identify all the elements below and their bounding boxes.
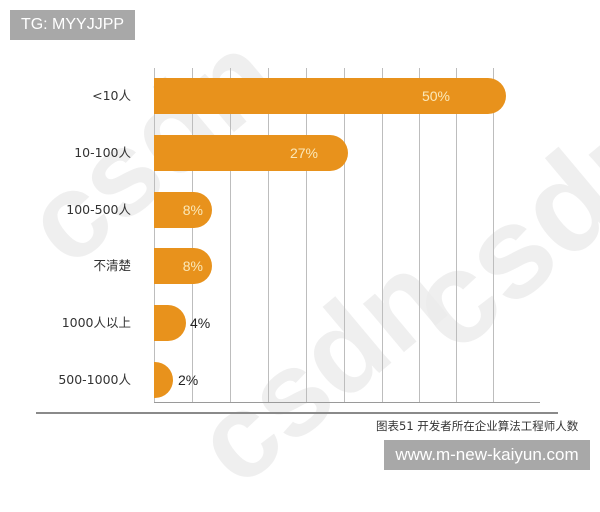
gridline bbox=[456, 68, 457, 402]
gridline bbox=[192, 68, 193, 402]
background-watermark: csdn bbox=[378, 71, 600, 379]
gridline bbox=[154, 68, 155, 402]
top-watermark-banner: TG: MYYJJPP bbox=[10, 10, 135, 40]
bottom-watermark-banner: www.m-new-kaiyun.com bbox=[384, 440, 590, 470]
bar bbox=[154, 192, 212, 228]
value-label: 8% bbox=[182, 202, 203, 218]
category-label: 1000人以上 bbox=[61, 315, 131, 330]
category-label: 100-500人 bbox=[66, 202, 131, 217]
value-label: 4% bbox=[190, 315, 211, 331]
gridline bbox=[230, 68, 231, 402]
category-label: <10人 bbox=[92, 88, 131, 103]
bar bbox=[154, 135, 348, 171]
value-label: 2% bbox=[178, 372, 199, 388]
gridline bbox=[306, 68, 307, 402]
category-label: 10-100人 bbox=[74, 145, 131, 160]
category-label: 不清楚 bbox=[93, 258, 131, 273]
gridline bbox=[493, 68, 494, 402]
x-axis-line bbox=[154, 402, 540, 403]
chart-caption: 图表51 开发者所在企业算法工程师人数 bbox=[376, 419, 579, 433]
bar bbox=[154, 78, 506, 114]
value-label: 50% bbox=[421, 88, 450, 104]
bar bbox=[154, 305, 186, 341]
gridline bbox=[344, 68, 345, 402]
gridline bbox=[419, 68, 420, 402]
caption-divider bbox=[36, 412, 558, 414]
value-label: 27% bbox=[289, 145, 318, 161]
gridline bbox=[382, 68, 383, 402]
gridline bbox=[268, 68, 269, 402]
category-label: 500-1000人 bbox=[58, 372, 131, 387]
value-label: 8% bbox=[182, 258, 203, 274]
bar bbox=[154, 248, 212, 284]
bar bbox=[154, 362, 173, 398]
